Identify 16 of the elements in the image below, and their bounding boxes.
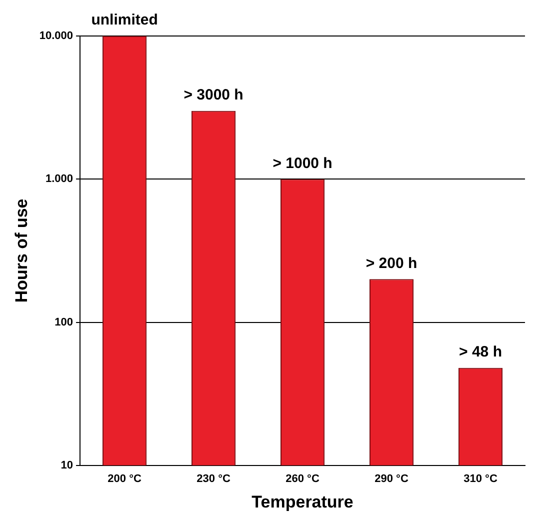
data-label: unlimited	[91, 12, 158, 29]
data-label: > 48 h	[459, 344, 502, 361]
x-tick-label: 310 °C	[464, 473, 498, 486]
data-label: > 1000 h	[272, 154, 332, 172]
y-tick-label: 10.000	[39, 30, 74, 42]
x-tick-label: 290 °C	[374, 473, 408, 486]
x-tick-label: 200 °C	[108, 473, 142, 486]
data-label: > 3000 h	[184, 86, 244, 104]
y-tick-label: 100	[54, 316, 74, 328]
data-label: > 200 h	[366, 254, 418, 272]
y-tick-label: 1.000	[46, 173, 74, 186]
y-axis-title: Hours of use	[12, 198, 31, 303]
x-tick-label: 230 °C	[196, 473, 230, 486]
x-tick-label: 260 °C	[286, 473, 320, 486]
x-axis-title: Temperature	[252, 492, 354, 512]
y-tick-label: 10	[60, 459, 74, 472]
